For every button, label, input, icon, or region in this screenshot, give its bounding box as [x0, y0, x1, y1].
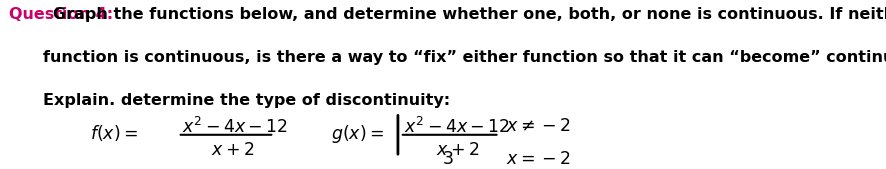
Text: Explain. determine the type of discontinuity:: Explain. determine the type of discontin…	[43, 93, 449, 108]
Text: function is continuous, is there a way to “fix” either function so that it can “: function is continuous, is there a way t…	[43, 50, 886, 65]
Text: $3$: $3$	[442, 150, 454, 168]
Text: $x^2 - 4x - 12$: $x^2 - 4x - 12$	[182, 117, 288, 137]
Text: $f(x) =$: $f(x) =$	[90, 123, 138, 143]
Text: $x \neq -2$: $x \neq -2$	[505, 117, 570, 135]
Text: $x = -2$: $x = -2$	[505, 150, 570, 168]
Text: Graph the functions below, and determine whether one, both, or none is continuou: Graph the functions below, and determine…	[53, 7, 886, 22]
Text: $x^2 - 4x - 12$: $x^2 - 4x - 12$	[404, 117, 509, 137]
Text: Question 4:: Question 4:	[9, 7, 113, 22]
Text: $x + 2$: $x + 2$	[436, 141, 478, 159]
Text: $x + 2$: $x + 2$	[211, 141, 253, 159]
Text: $g(x) =$: $g(x) =$	[331, 123, 384, 145]
